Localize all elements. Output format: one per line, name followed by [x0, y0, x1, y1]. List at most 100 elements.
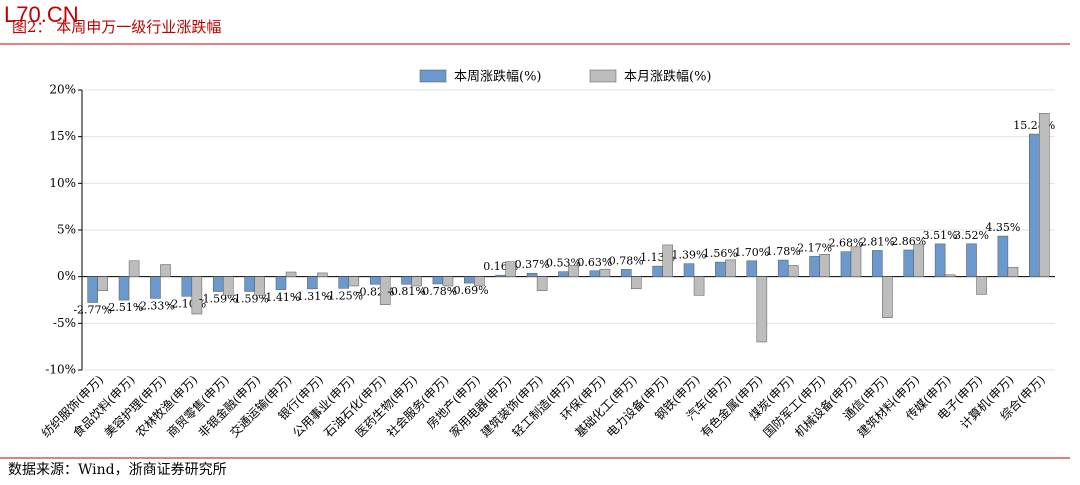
bar	[150, 276, 161, 299]
bar	[787, 265, 799, 277]
bar	[840, 251, 852, 277]
bar	[495, 274, 506, 277]
bar	[87, 276, 98, 303]
y-tick-label: 0%	[57, 269, 76, 283]
bar	[872, 250, 883, 277]
bar	[160, 264, 171, 277]
value-label: -1.59%	[230, 293, 269, 306]
value-label: 0.78%	[609, 254, 644, 267]
legend-label: 本月涨跌幅(%)	[624, 69, 712, 85]
bar	[777, 259, 789, 277]
bar	[254, 276, 265, 296]
bar	[474, 276, 485, 287]
value-label: -2.51%	[105, 301, 144, 314]
value-label: -1.25%	[324, 289, 363, 302]
bar	[882, 276, 893, 318]
bar	[725, 259, 736, 277]
bar	[913, 243, 925, 277]
value-label: 2.81%	[860, 235, 895, 248]
bar	[997, 235, 1009, 277]
bar	[599, 268, 611, 277]
bar	[976, 276, 987, 295]
value-label: 1.56%	[703, 247, 738, 260]
bar	[903, 249, 915, 277]
bar	[526, 272, 538, 277]
bar	[683, 263, 695, 277]
bar	[809, 256, 820, 277]
value-label: -2.77%	[73, 304, 112, 317]
value-label: 1.78%	[766, 245, 801, 258]
bar	[620, 269, 632, 277]
bar	[317, 272, 328, 277]
value-label: -0.81%	[387, 285, 426, 298]
y-tick-label: -5%	[53, 316, 76, 330]
bar	[307, 276, 318, 290]
value-label: -1.41%	[262, 291, 301, 304]
bar	[442, 276, 454, 287]
bar	[222, 276, 234, 296]
value-label: 0.37%	[515, 258, 550, 271]
bar	[505, 261, 517, 277]
value-label: 3.51%	[923, 229, 958, 242]
bar	[118, 276, 130, 301]
watermark: L70.CN	[4, 2, 79, 27]
value-label: 1.39%	[672, 249, 707, 262]
value-label: -0.69%	[450, 284, 489, 297]
bar	[558, 271, 569, 277]
bar	[1007, 267, 1019, 277]
bar	[128, 260, 140, 277]
bar	[285, 271, 297, 277]
bar	[819, 254, 830, 277]
legend-label: 本周涨跌幅(%)	[454, 69, 542, 85]
bar	[662, 244, 673, 277]
value-label: -2.33%	[136, 299, 175, 312]
bar	[97, 276, 108, 291]
bar	[652, 265, 663, 277]
bar	[411, 276, 422, 287]
bar	[944, 274, 956, 277]
bar	[338, 276, 350, 289]
bar	[401, 276, 412, 285]
bar	[934, 243, 946, 277]
bar	[348, 276, 360, 287]
bar	[212, 276, 224, 292]
bar	[536, 276, 548, 291]
legend-swatch	[589, 69, 617, 83]
value-label: 1.70%	[734, 246, 769, 259]
y-tick-label: 15%	[49, 129, 76, 143]
bar	[589, 270, 601, 277]
chart-title: 图2： 本周申万一级行业涨跌幅	[12, 18, 221, 36]
value-label: -0.78%	[419, 285, 458, 298]
source-note: 数据来源：Wind，浙商证券研究所	[8, 462, 227, 478]
value-label: 4.35%	[985, 221, 1020, 234]
value-label: 2.17%	[797, 241, 832, 254]
bar	[631, 276, 642, 290]
y-tick-label: 10%	[49, 176, 76, 190]
bar	[715, 261, 726, 277]
bar	[693, 276, 705, 296]
bar	[275, 276, 287, 291]
bar	[568, 265, 579, 277]
bar	[464, 276, 475, 284]
y-tick-label: 20%	[49, 83, 76, 97]
bar	[191, 276, 203, 315]
bar	[1039, 113, 1050, 277]
bar	[379, 276, 391, 305]
value-label: 2.68%	[828, 237, 863, 250]
bar	[1029, 133, 1040, 277]
bar	[966, 243, 977, 277]
bar	[746, 260, 758, 277]
legend-swatch	[419, 69, 447, 83]
bar	[244, 276, 255, 292]
bar	[850, 246, 862, 277]
bar	[432, 276, 444, 285]
bar	[181, 276, 193, 297]
value-label: -1.59%	[199, 293, 238, 306]
value-label: 0.63%	[577, 256, 612, 269]
bar	[756, 276, 768, 343]
value-label: 3.52%	[954, 229, 989, 242]
value-label: -1.31%	[293, 290, 332, 303]
bar	[369, 276, 381, 285]
y-tick-label: -10%	[45, 363, 76, 377]
